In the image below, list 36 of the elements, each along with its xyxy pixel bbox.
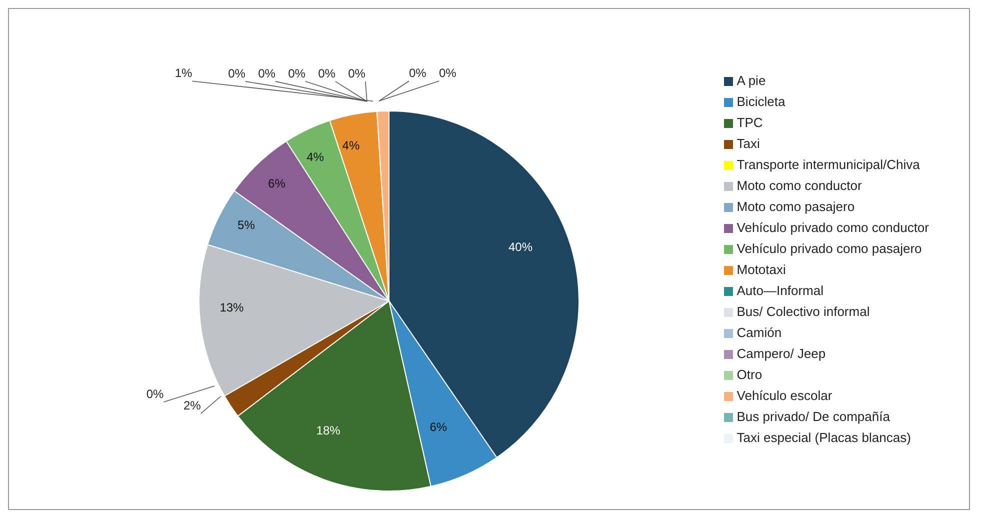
legend-label: Camión <box>736 325 782 340</box>
legend-label: Campero/ Jeep <box>736 346 826 361</box>
legend-label: TPC <box>736 115 763 130</box>
text: 0% <box>146 387 164 401</box>
data-label: 1% <box>174 66 193 80</box>
legend-label: Otro <box>736 367 762 382</box>
legend-label: Vehículo privado como conductor <box>736 220 929 235</box>
data-label: 4% <box>342 138 360 152</box>
legend-label: Mototaxi <box>736 262 786 277</box>
legend-label: Taxi especial (Placas blancas) <box>736 430 911 445</box>
data-label: 40% <box>508 240 533 254</box>
legend-label: Vehículo privado como pasajero <box>736 241 922 256</box>
text: 0% <box>439 66 456 80</box>
data-label: 5% <box>238 218 256 232</box>
legend-label: Bicicleta <box>736 94 786 109</box>
legend-label: Taxi <box>736 136 760 151</box>
text: 0% <box>258 66 276 80</box>
data-label: 6% <box>268 176 286 191</box>
legend-label: Transporte intermunicipal/Chiva <box>736 157 920 172</box>
legend-label: Moto como pasajero <box>736 199 855 214</box>
data-label: 18% <box>316 423 341 438</box>
legend-label: Moto como conductor <box>736 178 862 193</box>
data-label: 6% <box>430 420 448 434</box>
text: 0% <box>318 66 336 80</box>
legend-label: Vehículo escolar <box>736 388 832 403</box>
legend-label: Bus privado/ De compañía <box>736 409 890 424</box>
text: 0% <box>228 66 246 80</box>
legend-label: A pie <box>736 73 766 88</box>
data-label: 13% <box>220 300 244 314</box>
text: 0% <box>288 66 306 80</box>
legend-label: Auto—Informal <box>736 283 824 298</box>
legend-label: Bus/ Colectivo informal <box>736 304 870 319</box>
data-label: 2% <box>183 398 202 413</box>
text: 0% <box>348 66 366 80</box>
data-label: 4% <box>306 150 324 164</box>
text: 0% <box>409 66 426 80</box>
